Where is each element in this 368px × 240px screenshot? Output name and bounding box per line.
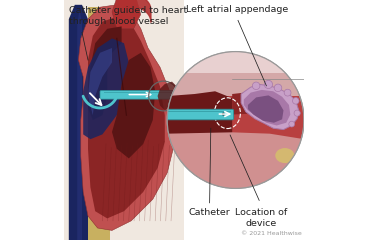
Polygon shape [167, 132, 304, 188]
Ellipse shape [194, 99, 225, 134]
Circle shape [274, 84, 282, 92]
Polygon shape [241, 84, 298, 130]
Text: Left atrial appendage: Left atrial appendage [186, 5, 288, 14]
Circle shape [252, 82, 260, 90]
Polygon shape [167, 52, 304, 73]
Polygon shape [167, 91, 232, 188]
Circle shape [222, 113, 225, 115]
Text: Catheter: Catheter [189, 208, 230, 217]
Polygon shape [69, 5, 88, 240]
Polygon shape [88, 48, 112, 115]
Polygon shape [88, 26, 121, 120]
Polygon shape [104, 92, 172, 93]
FancyBboxPatch shape [161, 109, 234, 120]
Polygon shape [165, 111, 231, 112]
Polygon shape [232, 91, 270, 114]
Polygon shape [112, 53, 155, 158]
Polygon shape [248, 95, 283, 123]
Polygon shape [112, 0, 141, 29]
Polygon shape [64, 0, 184, 240]
Polygon shape [78, 5, 174, 230]
Text: Catheter guided to heart
through blood vessel: Catheter guided to heart through blood v… [69, 6, 187, 26]
Text: Location of
device: Location of device [236, 208, 288, 228]
Circle shape [167, 52, 304, 188]
Polygon shape [88, 17, 165, 218]
Polygon shape [244, 90, 290, 126]
Circle shape [284, 89, 291, 96]
Circle shape [294, 110, 300, 116]
Polygon shape [88, 7, 110, 240]
Circle shape [289, 121, 294, 127]
Polygon shape [77, 10, 82, 240]
Polygon shape [83, 38, 129, 139]
FancyBboxPatch shape [100, 90, 176, 99]
Text: © 2021 Healthwise: © 2021 Healthwise [241, 231, 302, 236]
Circle shape [293, 98, 299, 104]
Ellipse shape [275, 148, 294, 163]
Circle shape [264, 80, 273, 89]
Polygon shape [167, 52, 304, 96]
Polygon shape [158, 82, 177, 110]
